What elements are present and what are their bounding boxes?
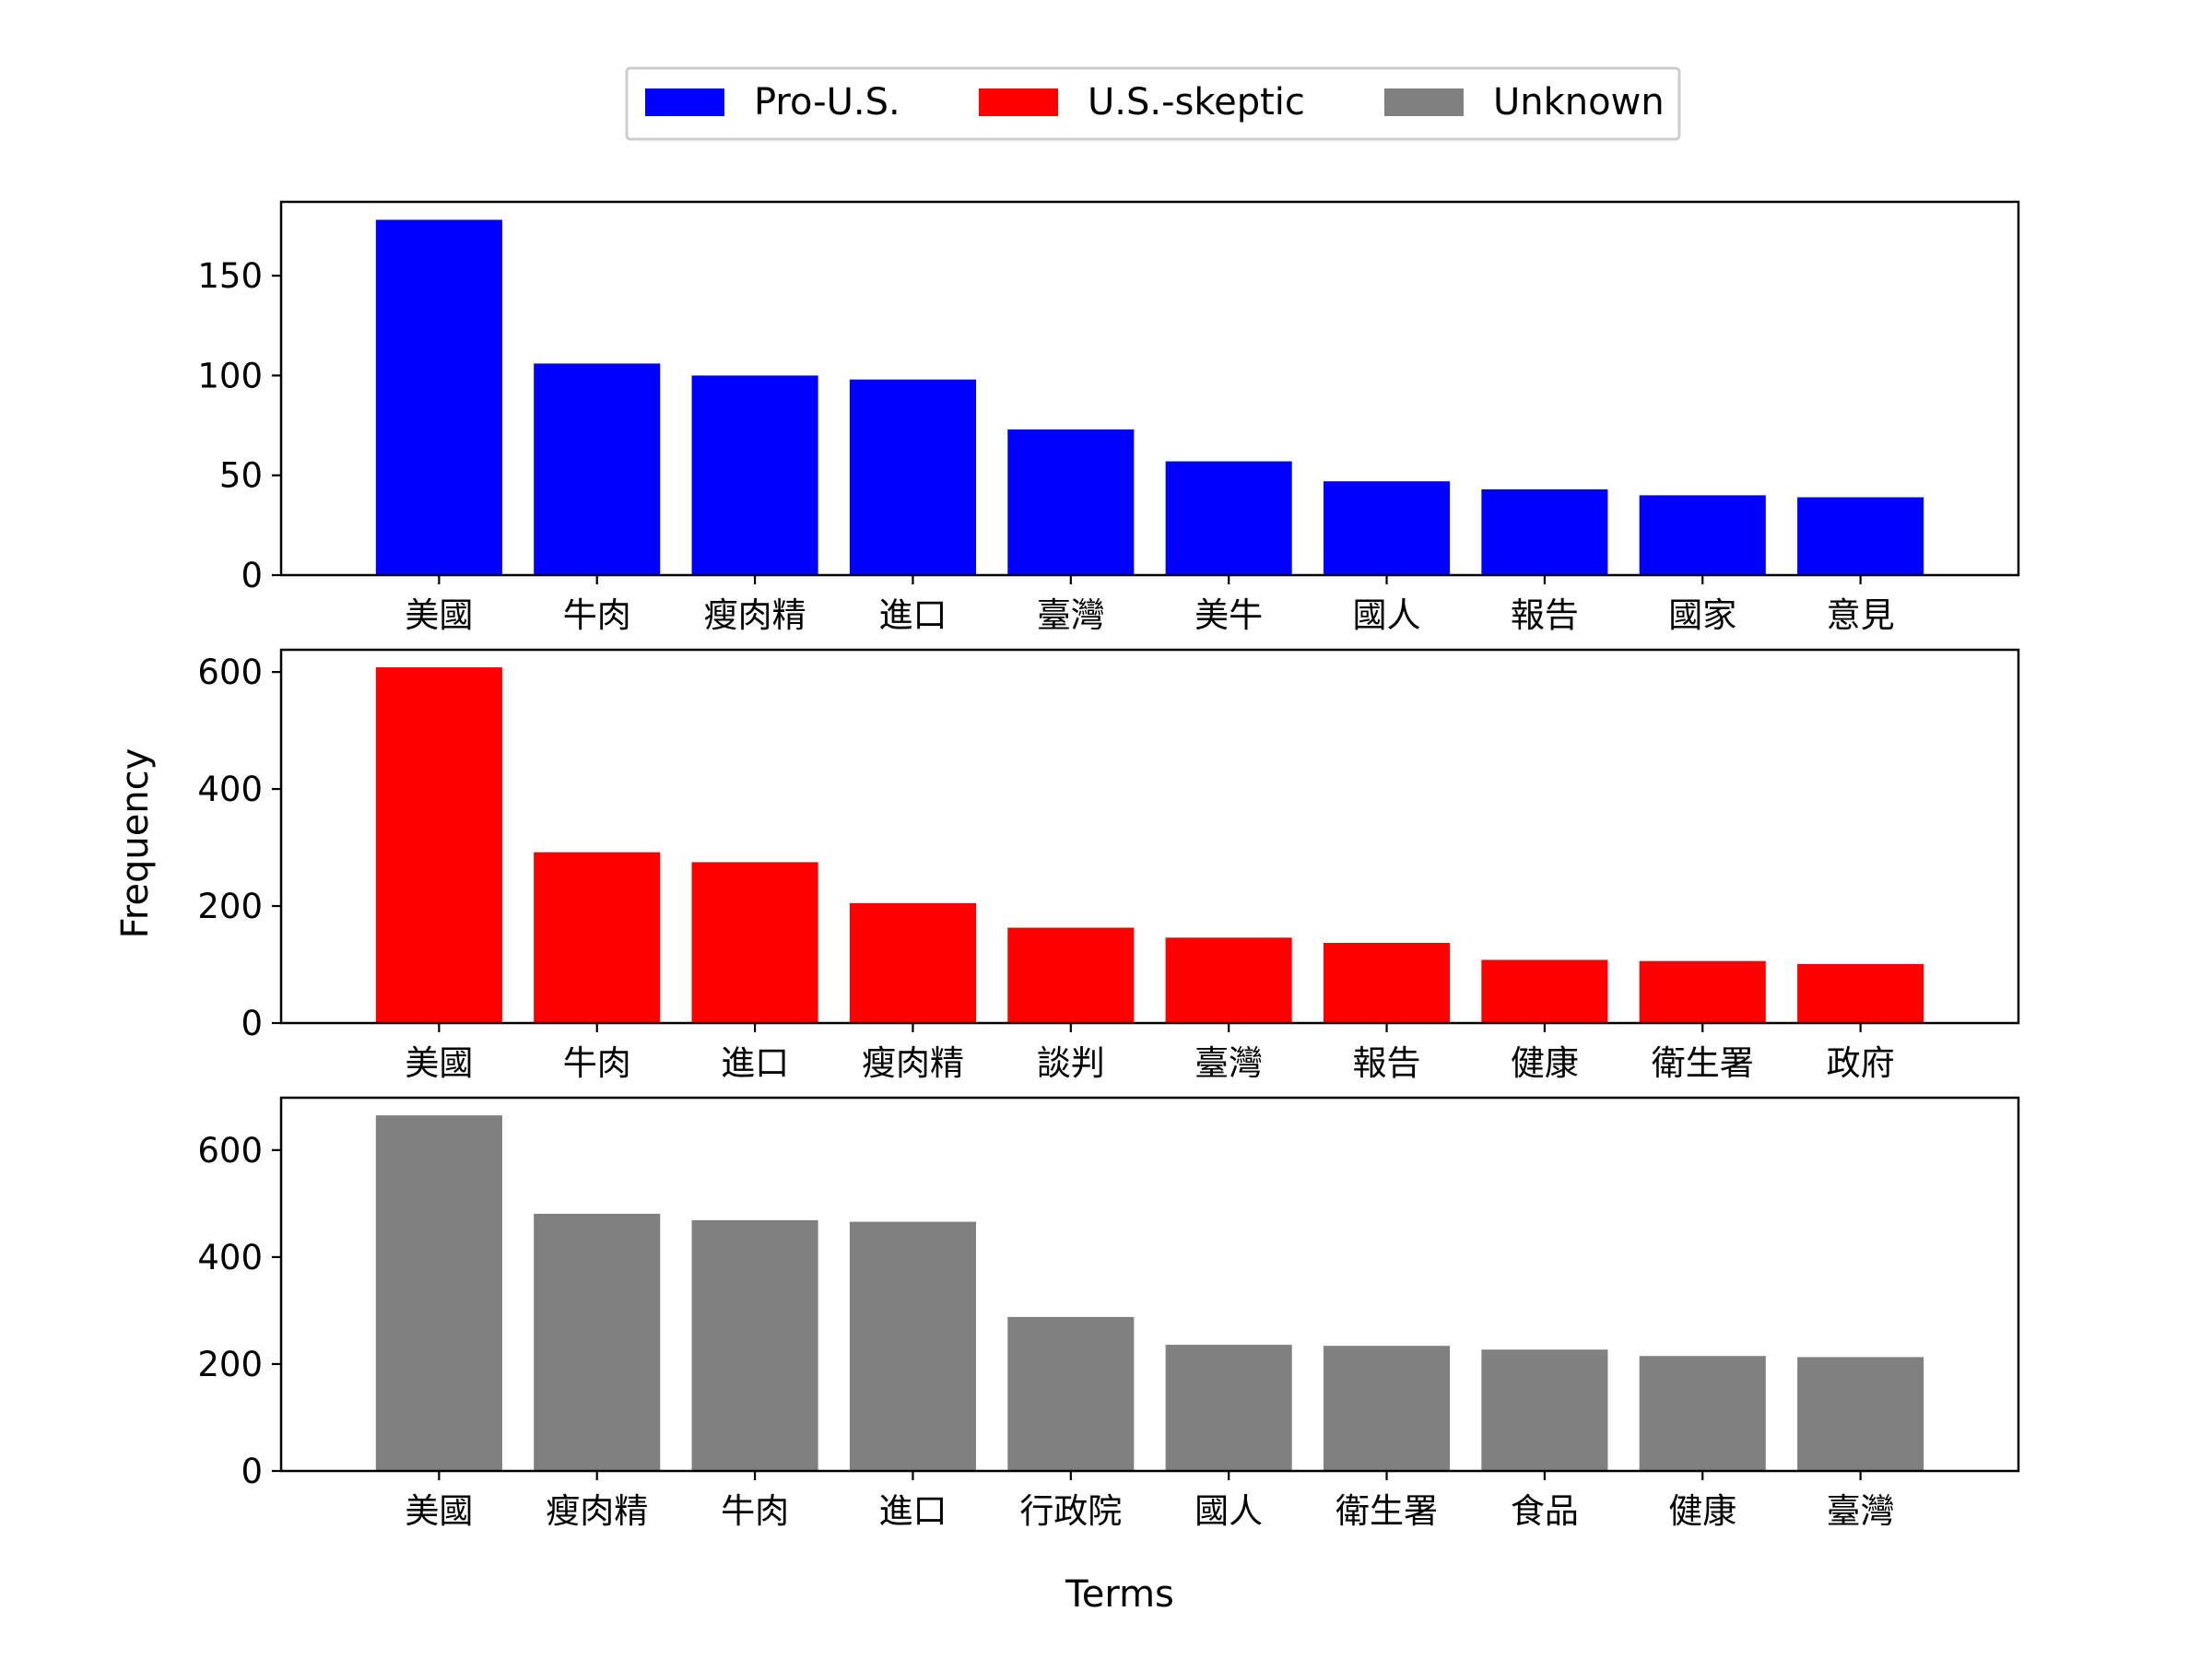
- bar-unknown-9: [1797, 1357, 1924, 1471]
- y-tick-label-unknown-1: 200: [197, 1345, 263, 1384]
- x-tick-label-pro-us-2: 瘦肉精: [704, 595, 806, 635]
- x-tick-label-unknown-8: 健康: [1668, 1491, 1736, 1531]
- bar-us-skeptic-5: [1165, 937, 1292, 1023]
- x-tick-label-unknown-2: 牛肉: [721, 1491, 789, 1531]
- x-tick-label-pro-us-5: 美牛: [1194, 595, 1263, 635]
- x-tick-label-us-skeptic-6: 報告: [1353, 1043, 1421, 1083]
- bar-unknown-8: [1639, 1356, 1766, 1471]
- y-tick-label-unknown-3: 600: [197, 1131, 263, 1171]
- x-tick-label-us-skeptic-5: 臺灣: [1194, 1043, 1263, 1083]
- bar-us-skeptic-4: [1007, 927, 1135, 1023]
- x-tick-label-unknown-7: 食品: [1511, 1491, 1579, 1531]
- x-tick-label-unknown-9: 臺灣: [1827, 1491, 1895, 1531]
- x-tick-label-pro-us-8: 國家: [1668, 595, 1736, 635]
- bar-pro-us-1: [534, 363, 661, 575]
- bar-us-skeptic-0: [375, 667, 502, 1023]
- x-tick-label-unknown-1: 瘦肉精: [546, 1491, 648, 1531]
- y-tick-label-unknown-0: 0: [241, 1452, 263, 1491]
- x-tick-label-pro-us-6: 國人: [1353, 595, 1421, 635]
- chart-panels: 美國 牛肉 瘦肉精 進口 臺灣 美牛 國人 報告 國家 意見050100150美國 牛肉 進口 瘦肉精談…: [197, 200, 2020, 1531]
- y-tick-label-pro-us-0: 0: [241, 556, 263, 595]
- panel-unknown: 美國 瘦肉精 牛肉 進口 行政院 國人 衛生署 食品 健康 臺灣 0 200 400 600: [197, 1096, 2020, 1531]
- bar-us-skeptic-3: [849, 902, 976, 1023]
- x-tick-label-pro-us-7: 報告: [1511, 595, 1579, 635]
- bar-pro-us-9: [1797, 497, 1924, 575]
- x-tick-label-unknown-6: 衛生署: [1335, 1491, 1438, 1531]
- x-tick-label-us-skeptic-3: 瘦肉精: [862, 1043, 964, 1083]
- y-tick-label-us-skeptic-0: 0: [241, 1004, 263, 1043]
- bar-pro-us-3: [849, 379, 976, 575]
- y-tick-label-pro-us-3: 150: [197, 256, 263, 296]
- bar-unknown-4: [1007, 1316, 1135, 1471]
- bar-us-skeptic-8: [1639, 960, 1766, 1023]
- legend: Pro-U.S. U.S.-skeptic Unknown: [625, 66, 1681, 141]
- bar-unknown-3: [849, 1221, 976, 1471]
- bar-us-skeptic-9: [1797, 963, 1924, 1023]
- x-tick-label-us-skeptic-2: 進口: [721, 1043, 789, 1083]
- bar-unknown-1: [534, 1213, 661, 1471]
- plot-frame-unknown: [279, 1096, 2020, 1473]
- x-tick-label-unknown-4: 行政院: [1019, 1491, 1122, 1531]
- bar-us-skeptic-7: [1481, 959, 1608, 1023]
- x-axis-label: Terms: [1065, 1573, 1174, 1616]
- x-tick-label-unknown-0: 美國: [405, 1491, 473, 1531]
- bar-us-skeptic-1: [534, 852, 661, 1023]
- bar-unknown-2: [691, 1219, 818, 1471]
- legend-swatch-pro-us: [645, 88, 724, 116]
- x-tick-label-us-skeptic-8: 衛生署: [1652, 1043, 1754, 1083]
- bar-unknown-5: [1165, 1345, 1292, 1471]
- bar-us-skeptic-6: [1324, 943, 1451, 1023]
- y-tick-label-us-skeptic-2: 400: [197, 770, 263, 809]
- x-tick-label-pro-us-3: 進口: [878, 595, 947, 635]
- x-tick-label-us-skeptic-4: 談判: [1037, 1043, 1105, 1083]
- x-tick-label-pro-us-1: 牛肉: [563, 595, 631, 635]
- x-tick-label-unknown-3: 進口: [878, 1491, 947, 1531]
- bar-unknown-6: [1324, 1346, 1451, 1471]
- y-tick-label-us-skeptic-3: 600: [197, 653, 263, 692]
- bar-unknown-7: [1481, 1349, 1608, 1471]
- bar-pro-us-0: [375, 219, 502, 575]
- x-tick-label-us-skeptic-9: 政府: [1827, 1043, 1895, 1083]
- legend-label-pro-us: Pro-U.S.: [754, 81, 900, 124]
- bar-pro-us-2: [691, 375, 818, 575]
- legend-swatch-us-skeptic: [979, 88, 1058, 116]
- x-tick-label-unknown-5: 國人: [1194, 1491, 1263, 1531]
- bar-pro-us-4: [1007, 429, 1135, 575]
- bar-pro-us-5: [1165, 461, 1292, 575]
- legend-label-unknown: Unknown: [1493, 81, 1665, 124]
- y-tick-label-us-skeptic-1: 200: [197, 887, 263, 926]
- x-tick-label-pro-us-9: 意見: [1827, 595, 1895, 635]
- plot-frame-pro-us: [279, 200, 2020, 577]
- legend-label-us-skeptic: U.S.-skeptic: [1088, 81, 1305, 124]
- bar-us-skeptic-2: [691, 862, 818, 1023]
- x-tick-label-us-skeptic-1: 牛肉: [563, 1043, 631, 1083]
- y-tick-label-pro-us-2: 100: [197, 356, 263, 395]
- x-tick-label-pro-us-4: 臺灣: [1037, 595, 1105, 635]
- bar-unknown-0: [375, 1115, 502, 1471]
- x-tick-label-us-skeptic-7: 健康: [1511, 1043, 1579, 1083]
- bar-pro-us-7: [1481, 488, 1608, 575]
- y-tick-label-pro-us-1: 50: [219, 456, 263, 496]
- bar-pro-us-6: [1324, 481, 1451, 575]
- panel-pro-us: 美國 牛肉 瘦肉精 進口 臺灣 美牛 國人 報告 國家 意見 0 50 100 150: [197, 200, 2020, 635]
- x-tick-label-us-skeptic-0: 美國: [405, 1043, 473, 1083]
- legend-frame: [625, 66, 1681, 141]
- x-tick-label-pro-us-0: 美國: [405, 595, 473, 635]
- bar-pro-us-8: [1639, 495, 1766, 575]
- plot-frame-us-skeptic: [279, 648, 2020, 1025]
- panel-us-skeptic: 美國 牛肉 進口 瘦肉精 談判 臺灣 報告 健康 衛生署 政府 0 200 400 600: [197, 648, 2020, 1083]
- legend-swatch-unknown: [1384, 88, 1464, 116]
- y-tick-label-unknown-2: 400: [197, 1238, 263, 1277]
- y-axis-label: Frequency: [114, 748, 157, 939]
